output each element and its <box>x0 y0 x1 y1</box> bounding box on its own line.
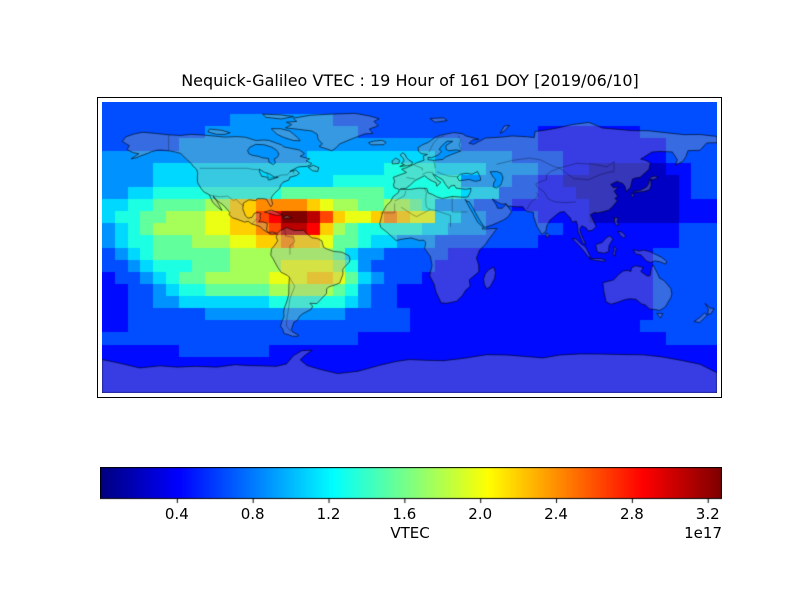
colorbar-tick-label: 3.2 <box>695 505 720 523</box>
map-axes-frame <box>97 97 722 398</box>
colorbar-tick-label: 1.6 <box>392 505 417 523</box>
colorbar-tick-label: 2.0 <box>468 505 493 523</box>
colorbar-tick-label: 2.4 <box>544 505 568 523</box>
colorbar-tick-labels: 0.4 0.8 1.2 1.6 2.0 2.4 2.8 3.2 <box>100 505 722 525</box>
vtec-heatmap-canvas <box>102 102 717 393</box>
colorbar-label: VTEC <box>390 524 430 542</box>
colorbar-tick-label: 2.8 <box>619 505 644 523</box>
colorbar-canvas <box>100 467 722 505</box>
colorbar-tick-label: 0.4 <box>164 505 189 523</box>
colorbar-offset-text: 1e17 <box>684 524 722 542</box>
colorbar-tick-label: 1.2 <box>316 505 341 523</box>
colorbar-tick-label: 0.8 <box>240 505 265 523</box>
plot-title: Nequick-Galileo VTEC : 19 Hour of 161 DO… <box>181 71 639 90</box>
